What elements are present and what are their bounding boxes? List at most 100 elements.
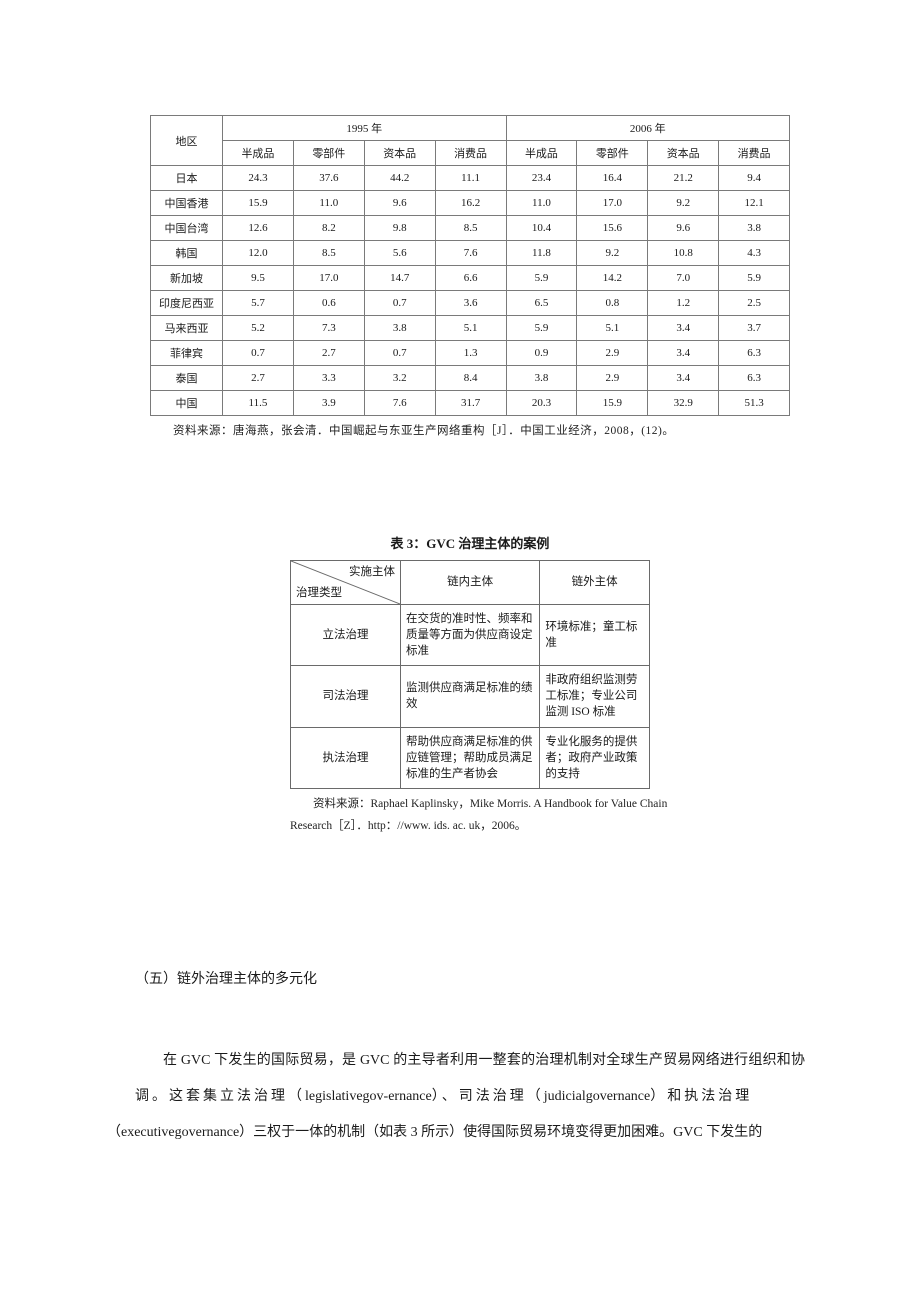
- value-cell: 5.2: [223, 316, 294, 341]
- value-cell: 0.7: [364, 291, 435, 316]
- value-cell: 5.9: [506, 266, 577, 291]
- col-subheader: 资本品: [648, 141, 719, 166]
- region-cell: 马来西亚: [151, 316, 223, 341]
- col-subheader: 消费品: [719, 141, 790, 166]
- value-cell: 7.6: [364, 391, 435, 416]
- col-subheader: 零部件: [577, 141, 648, 166]
- value-cell: 9.6: [648, 216, 719, 241]
- para-seg: ）、司法治理（: [432, 1089, 544, 1104]
- outside-cell: 环境标准；童工标准: [540, 605, 650, 666]
- value-cell: 16.2: [435, 191, 506, 216]
- body-paragraph: 在 GVC 下发生的国际贸易，是 GVC 的主导者利用一整套的治理机制对全球生产…: [135, 1043, 805, 1152]
- table2-source: 资料来源：Raphael Kaplinsky，Mike Morris. A Ha…: [290, 794, 670, 838]
- col-header-year2: 2006 年: [506, 116, 790, 141]
- value-cell: 8.2: [293, 216, 364, 241]
- value-cell: 9.5: [223, 266, 294, 291]
- value-cell: 5.7: [223, 291, 294, 316]
- table-row: 印度尼西亚5.70.60.73.66.50.81.22.5: [151, 291, 790, 316]
- value-cell: 8.4: [435, 366, 506, 391]
- col-subheader: 半成品: [506, 141, 577, 166]
- table2-container: 实施主体 治理类型 链内主体 链外主体 立法治理在交货的准时性、频率和质量等方面…: [290, 560, 650, 838]
- inside-cell: 帮助供应商满足标准的供应链管理；帮助成员满足标准的生产者协会: [401, 727, 540, 788]
- value-cell: 11.8: [506, 241, 577, 266]
- value-cell: 9.4: [719, 166, 790, 191]
- table-row: 菲律宾0.72.70.71.30.92.93.46.3: [151, 341, 790, 366]
- value-cell: 9.8: [364, 216, 435, 241]
- table-row: 新加坡9.517.014.76.65.914.27.05.9: [151, 266, 790, 291]
- value-cell: 12.0: [223, 241, 294, 266]
- value-cell: 0.7: [364, 341, 435, 366]
- value-cell: 3.9: [293, 391, 364, 416]
- col-subheader: 零部件: [293, 141, 364, 166]
- value-cell: 7.3: [293, 316, 364, 341]
- table-row: 实施主体 治理类型 链内主体 链外主体: [291, 561, 650, 605]
- gov-type-cell: 立法治理: [291, 605, 401, 666]
- region-cell: 泰国: [151, 366, 223, 391]
- region-cell: 中国台湾: [151, 216, 223, 241]
- table-row: 日本24.337.644.211.123.416.421.29.4: [151, 166, 790, 191]
- value-cell: 5.6: [364, 241, 435, 266]
- data-table-1: 地区 1995 年 2006 年 半成品零部件资本品消费品半成品零部件资本品消费…: [150, 115, 790, 416]
- value-cell: 20.3: [506, 391, 577, 416]
- value-cell: 16.4: [577, 166, 648, 191]
- value-cell: 0.8: [577, 291, 648, 316]
- col-header-outside: 链外主体: [540, 561, 650, 605]
- value-cell: 9.6: [364, 191, 435, 216]
- value-cell: 2.9: [577, 341, 648, 366]
- col-subheader: 消费品: [435, 141, 506, 166]
- value-cell: 2.5: [719, 291, 790, 316]
- table2-title: 表 3：GVC 治理主体的案例: [135, 533, 805, 552]
- value-cell: 17.0: [293, 266, 364, 291]
- para-seg: （executivegovernance）三权于一体的机制（如表 3 所示）使得…: [107, 1115, 762, 1151]
- value-cell: 31.7: [435, 391, 506, 416]
- value-cell: 6.6: [435, 266, 506, 291]
- col-header-region: 地区: [151, 116, 223, 166]
- gov-type-cell: 执法治理: [291, 727, 401, 788]
- table-row: 中国11.53.97.631.720.315.932.951.3: [151, 391, 790, 416]
- table-row: 立法治理在交货的准时性、频率和质量等方面为供应商设定标准环境标准；童工标准: [291, 605, 650, 666]
- section-heading: （五）链外治理主体的多元化: [135, 968, 805, 988]
- value-cell: 21.2: [648, 166, 719, 191]
- value-cell: 15.9: [223, 191, 294, 216]
- outside-cell: 非政府组织监测劳工标准；专业公司监测 ISO 标准: [540, 666, 650, 727]
- inside-cell: 监测供应商满足标准的绩效: [401, 666, 540, 727]
- table1-container: 地区 1995 年 2006 年 半成品零部件资本品消费品半成品零部件资本品消费…: [150, 115, 790, 438]
- table1-source: 资料来源：唐海燕，张会清．中国崛起与东亚生产网络重构［J］．中国工业经济，200…: [150, 422, 790, 438]
- value-cell: 51.3: [719, 391, 790, 416]
- value-cell: 7.0: [648, 266, 719, 291]
- value-cell: 32.9: [648, 391, 719, 416]
- value-cell: 8.5: [293, 241, 364, 266]
- value-cell: 5.9: [719, 266, 790, 291]
- table-row: 中国台湾12.68.29.88.510.415.69.63.8: [151, 216, 790, 241]
- value-cell: 11.0: [506, 191, 577, 216]
- value-cell: 1.2: [648, 291, 719, 316]
- value-cell: 5.1: [435, 316, 506, 341]
- value-cell: 3.6: [435, 291, 506, 316]
- col-header-inside: 链内主体: [401, 561, 540, 605]
- value-cell: 11.1: [435, 166, 506, 191]
- table-row: 马来西亚5.27.33.85.15.95.13.43.7: [151, 316, 790, 341]
- region-cell: 中国: [151, 391, 223, 416]
- value-cell: 7.6: [435, 241, 506, 266]
- value-cell: 2.7: [293, 341, 364, 366]
- value-cell: 2.7: [223, 366, 294, 391]
- para-seg: 在 GVC 下发生的国际贸易，是 GVC 的主导者利用一整套的治理机制对全球生产…: [163, 1053, 805, 1068]
- value-cell: 15.6: [577, 216, 648, 241]
- value-cell: 2.9: [577, 366, 648, 391]
- value-cell: 1.3: [435, 341, 506, 366]
- table-row: 地区 1995 年 2006 年: [151, 116, 790, 141]
- value-cell: 15.9: [577, 391, 648, 416]
- value-cell: 5.1: [577, 316, 648, 341]
- region-cell: 中国香港: [151, 191, 223, 216]
- table-row: 韩国12.08.55.67.611.89.210.84.3: [151, 241, 790, 266]
- outside-cell: 专业化服务的提供者；政府产业政策的支持: [540, 727, 650, 788]
- col-subheader: 半成品: [223, 141, 294, 166]
- para-seg: legislativegov-ernance: [305, 1089, 432, 1104]
- value-cell: 12.1: [719, 191, 790, 216]
- region-cell: 新加坡: [151, 266, 223, 291]
- value-cell: 24.3: [223, 166, 294, 191]
- region-cell: 印度尼西亚: [151, 291, 223, 316]
- para-seg: ）和执法治理: [650, 1089, 752, 1104]
- value-cell: 37.6: [293, 166, 364, 191]
- region-cell: 日本: [151, 166, 223, 191]
